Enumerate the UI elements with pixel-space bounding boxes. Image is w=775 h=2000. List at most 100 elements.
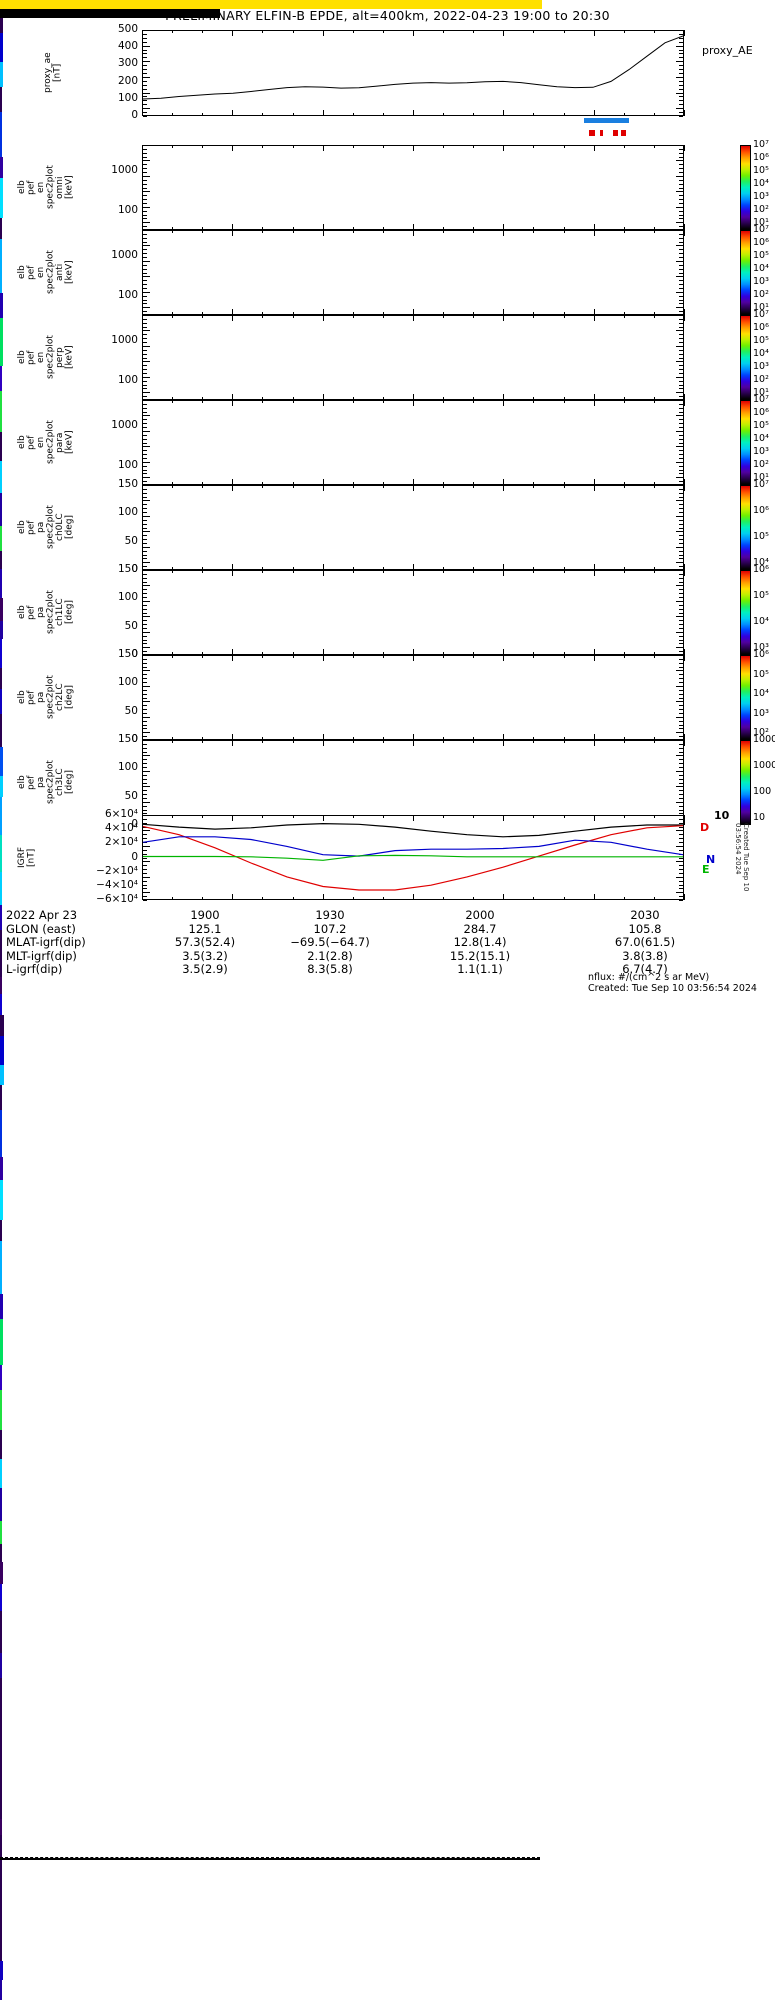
axis-tick [143,30,150,31]
axis-tick [653,485,655,488]
axis-tick [679,720,683,722]
axis-tick [684,655,685,661]
axis-tick [473,397,475,400]
axis-tick [473,567,475,570]
axis-tick [473,655,475,658]
axis-tick [292,567,294,570]
colorbar-tick-ch0lc-1: 10⁶ [753,505,769,517]
spec-stripe [0,834,2,872]
axis-tick [143,861,150,863]
axis-tick [679,842,683,844]
axis-tick [679,407,683,409]
axis-tick [352,227,354,230]
axis-tick [262,315,264,318]
ytick-igrf-2: 2×10⁴ [104,836,138,849]
axis-tick [172,397,174,400]
axis-tick [143,226,147,228]
spec-stripe [0,157,3,179]
axis-tick [143,809,147,811]
axis-tick [679,41,683,43]
axis-tick [232,815,234,821]
axis-tick [202,655,204,658]
axis-tick [679,148,683,150]
axis-tick [143,481,147,483]
axis-tick [623,145,625,148]
axis-tick [676,485,683,486]
ytick-perp-0: 1000 [111,333,138,346]
pa-stripe [0,1860,2,1937]
axis-tick [413,564,414,570]
axis-tick [413,400,414,406]
ytick-para-1: 100 [117,459,138,472]
axis-tick [382,397,384,400]
axis-tick [172,227,174,230]
axis-tick [593,224,595,230]
axis-tick [679,116,683,117]
ytick-proxy_ae-4: 100 [117,91,138,104]
axis-tick [679,454,683,456]
axis-tick [563,652,565,655]
axis-tick [143,504,147,506]
axis-tick [232,894,234,900]
axis-tick [143,380,147,382]
axis-tick [143,183,147,185]
axis-tick [679,782,683,784]
axis-tick [593,479,595,485]
axis-tick [503,30,505,36]
axis-tick [679,813,683,815]
axis-tick [443,312,445,315]
axis-tick [679,357,683,359]
ytick-proxy_ae-1: 400 [117,40,138,53]
axis-tick [143,616,150,618]
blue-interval-bar [584,118,629,123]
spec-stripe [0,1629,2,1653]
axis-tick [143,670,150,672]
colorbar-tick-para-2: 10⁵ [753,420,769,432]
axis-tick [143,566,147,568]
axis-tick [676,685,683,687]
axis-tick [679,523,683,525]
axis-tick [653,655,655,658]
axis-tick [262,400,264,403]
page-title: PRELIMINARY ELFIN-B EPDE, alt=400km, 202… [165,8,610,23]
axis-tick [143,743,147,745]
axis-tick [292,655,294,658]
axis-tick [143,45,150,47]
colorbar-tick-ch1lc-1: 10⁵ [753,590,769,602]
axis-tick [143,260,150,262]
axis-tick [684,224,685,230]
axis-tick [142,570,143,576]
axis-tick [262,737,264,740]
axis-tick [262,113,264,116]
panel-proxy_ae [142,30,684,116]
axis-tick [563,230,565,233]
axis-tick [262,397,264,400]
axis-tick [676,61,683,63]
axis-tick [563,30,565,33]
axis-tick [143,287,147,289]
axis-tick [143,782,147,784]
axis-tick [143,485,150,486]
axis-tick [676,400,683,401]
spec-stripe [0,930,2,957]
axis-tick [142,815,143,821]
axis-tick [143,199,147,201]
axis-tick [593,30,595,36]
axis-tick [143,527,147,529]
axis-tick [653,397,655,400]
axis-tick [623,400,625,403]
axis-tick [143,403,147,405]
status-bar-black-segment [0,9,220,18]
axis-tick [679,682,683,684]
axis-tick [679,388,683,390]
axis-tick [352,400,354,403]
axis-tick [679,226,683,228]
axis-tick [322,145,324,151]
axis-tick [679,249,683,251]
ephem-row-label-3: MLT-igrf(dip) [6,948,77,963]
axis-tick [143,264,147,266]
spec-stripe [0,1389,2,1430]
axis-tick [382,815,384,818]
ephem-time-3: 2030 [630,908,660,922]
axis-tick [679,287,683,289]
